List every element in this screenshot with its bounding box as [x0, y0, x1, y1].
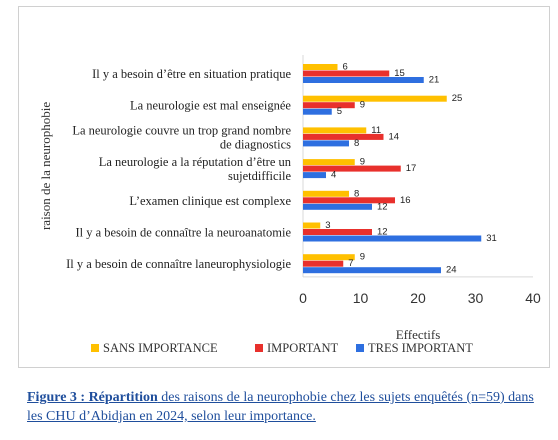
- bar: [303, 64, 338, 70]
- data-label: 12: [377, 201, 388, 212]
- legend-swatch: [255, 344, 263, 352]
- legend-swatch: [356, 344, 364, 352]
- data-label: 25: [452, 93, 463, 104]
- category-label: Il y a besoin d’être en situation pratiq…: [92, 67, 291, 81]
- x-tick-label: 10: [353, 290, 369, 306]
- bar: [303, 229, 372, 235]
- bar: [303, 77, 424, 83]
- data-label: 21: [429, 75, 440, 86]
- bar: [303, 102, 355, 109]
- x-tick-label: 20: [410, 290, 426, 306]
- legend-label: TRES IMPORTANT: [368, 341, 473, 355]
- data-label: 12: [377, 227, 388, 238]
- data-label: 15: [394, 68, 405, 79]
- legend-swatch: [91, 344, 99, 352]
- category-label: L’examen clinique est complexe: [129, 194, 291, 208]
- data-label: 3: [325, 220, 330, 231]
- data-label: 16: [400, 195, 411, 206]
- caption-bold: Figure 3 : Répartition: [27, 390, 158, 405]
- category-label: Il y a besoin de connaître la neuroanato…: [75, 226, 291, 240]
- bar: [303, 159, 355, 166]
- data-label: 14: [389, 131, 400, 142]
- bar: [303, 165, 401, 172]
- data-label: 7: [348, 258, 353, 269]
- data-label: 5: [337, 106, 342, 117]
- x-tick-label: 0: [299, 290, 307, 306]
- data-label: 11: [371, 125, 381, 136]
- legend-label: IMPORTANT: [267, 341, 339, 355]
- data-label: 9: [360, 252, 365, 263]
- data-label: 31: [486, 233, 497, 244]
- bar: [303, 235, 482, 242]
- data-label: 8: [354, 138, 359, 149]
- category-label: Il y a besoin de connaître laneurophysio…: [66, 257, 291, 271]
- category-label: La neurologie a la réputation d’être un: [99, 155, 292, 169]
- bar: [303, 95, 447, 102]
- x-tick-label: 30: [468, 290, 484, 306]
- category-label: La neurologie couvre un trop grand nombr…: [72, 123, 291, 137]
- category-label: sujetdifficile: [228, 169, 291, 183]
- bar: [303, 254, 355, 261]
- data-label: 6: [343, 62, 348, 73]
- x-tick-label: 40: [525, 290, 541, 306]
- category-label: de diagnostics: [220, 137, 291, 151]
- bar: [303, 190, 349, 197]
- data-label: 9: [360, 157, 365, 168]
- caption-text: des raisons de la neurophobie chez les s…: [27, 390, 534, 424]
- bar-chart: Il y a besoin d’être en situation pratiq…: [38, 55, 541, 355]
- bar: [303, 108, 332, 115]
- x-axis-title: Effectifs: [396, 327, 441, 342]
- data-label: 9: [360, 100, 365, 111]
- bar: [303, 203, 372, 210]
- y-axis-title: raison de la neurophobie: [38, 102, 53, 230]
- category-label: La neurologie est mal enseignée: [130, 99, 291, 113]
- bar: [303, 127, 367, 134]
- bar: [303, 260, 344, 267]
- data-label: 8: [354, 188, 359, 199]
- chart-frame: Il y a besoin d’être en situation pratiq…: [18, 6, 550, 368]
- bar: [303, 222, 321, 229]
- bar: [303, 70, 390, 77]
- bar: [303, 267, 441, 274]
- data-label: 17: [406, 163, 417, 174]
- data-label: 24: [446, 265, 457, 276]
- bar: [303, 140, 349, 147]
- bar: [303, 197, 395, 204]
- bar: [303, 172, 326, 179]
- figure-caption: Figure 3 : Répartition des raisons de la…: [27, 388, 547, 426]
- data-label: 4: [331, 170, 336, 181]
- legend-label: SANS IMPORTANCE: [103, 341, 218, 355]
- bar: [303, 133, 384, 140]
